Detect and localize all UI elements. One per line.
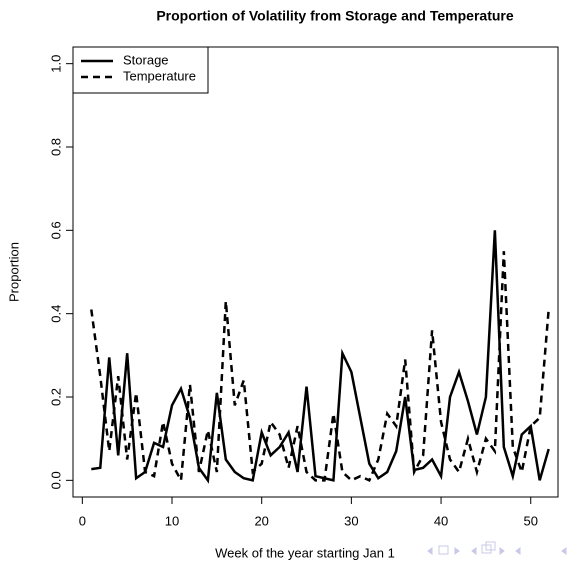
y-tick-label: 0.2 xyxy=(48,388,63,406)
x-tick-label: 0 xyxy=(79,513,86,528)
x-axis-label: Week of the year starting Jan 1 xyxy=(215,545,395,560)
y-tick-label: 1.0 xyxy=(48,55,63,73)
y-tick-label: 0.6 xyxy=(48,221,63,239)
legend-label: Storage xyxy=(123,52,169,67)
x-tick-label: 50 xyxy=(524,513,538,528)
x-tick-label: 30 xyxy=(344,513,358,528)
x-tick-label: 20 xyxy=(254,513,268,528)
legend-box xyxy=(72,46,209,94)
y-axis-label: Proportion xyxy=(6,242,21,302)
x-tick-label: 10 xyxy=(165,513,179,528)
y-tick-label: 0.8 xyxy=(48,138,63,156)
x-tick-label: 40 xyxy=(434,513,448,528)
legend-label: Temperature xyxy=(123,68,196,83)
nav-icons xyxy=(427,541,567,555)
y-tick-label: 0.0 xyxy=(48,471,63,489)
chart-title: Proportion of Volatility from Storage an… xyxy=(156,8,514,24)
y-tick-label: 0.4 xyxy=(48,305,63,323)
series-line xyxy=(91,230,550,484)
plot-box xyxy=(72,46,559,498)
